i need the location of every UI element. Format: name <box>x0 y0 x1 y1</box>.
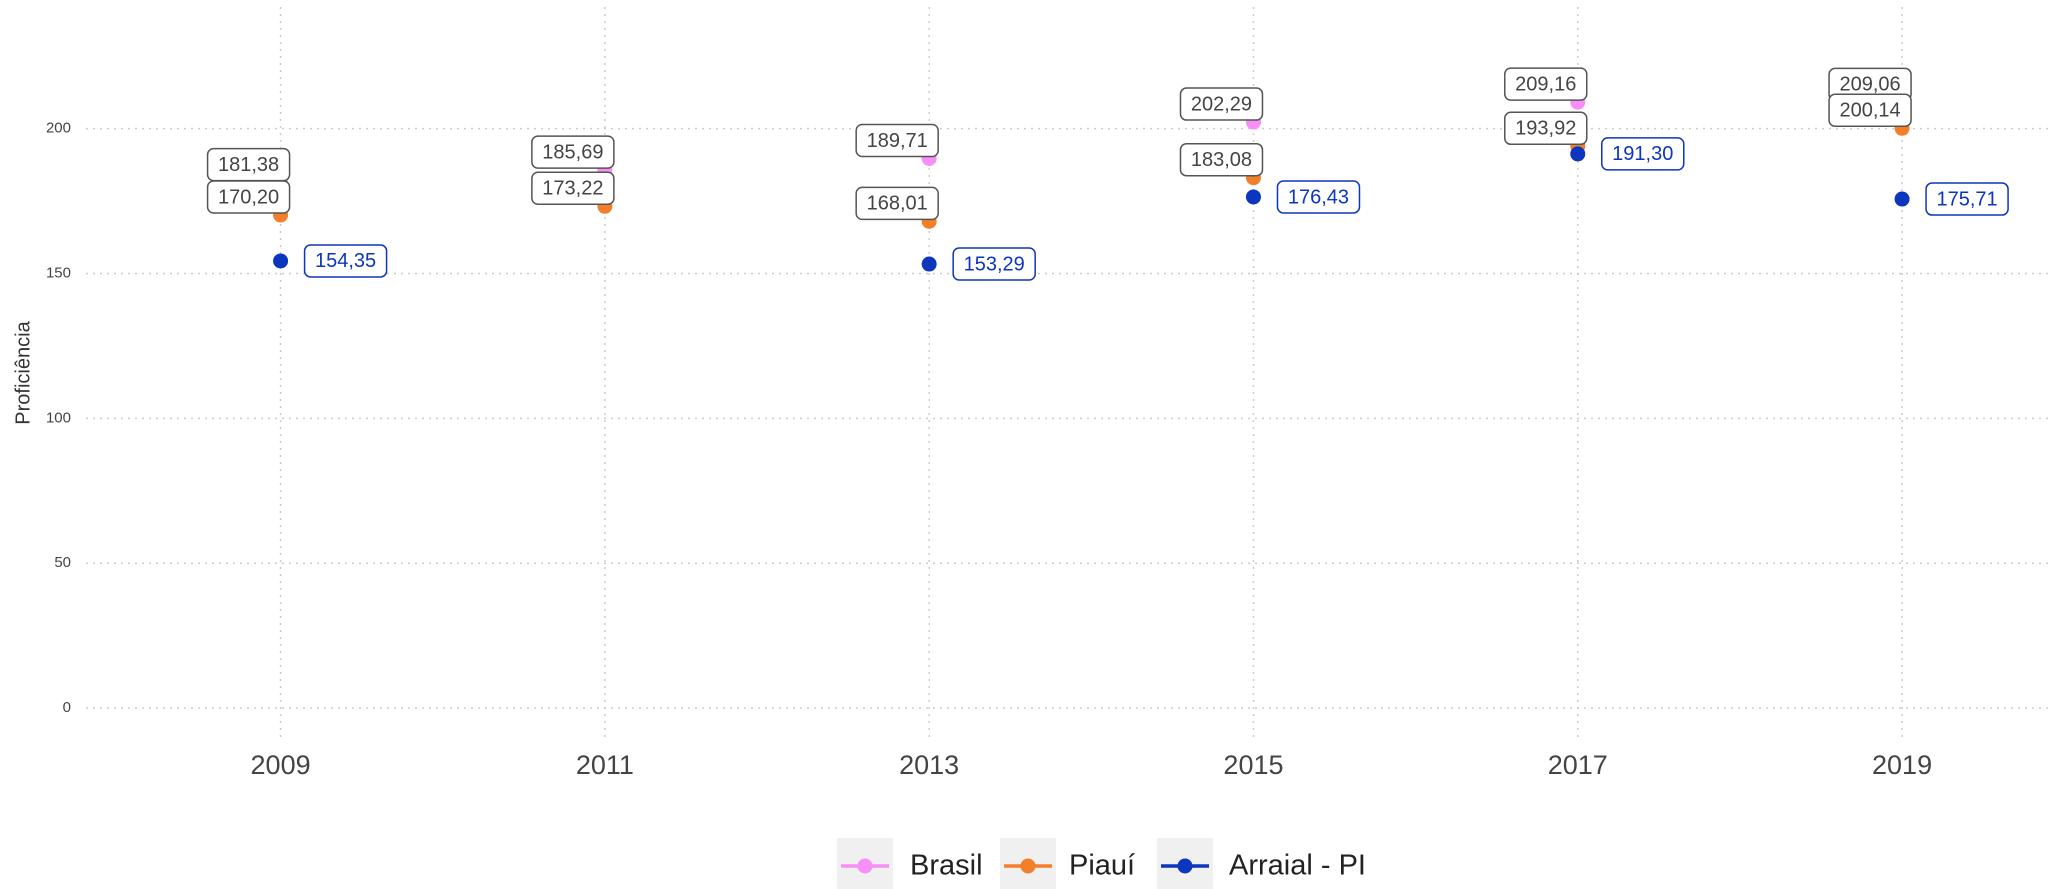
data-label-box <box>1601 137 1685 171</box>
legend-dot <box>1177 858 1193 874</box>
data-point <box>273 253 289 269</box>
data-label-box <box>303 244 388 278</box>
legend-label: Piauí <box>1069 850 1135 882</box>
data-label: 153,29 <box>964 253 1025 275</box>
data-label-box <box>1828 93 1912 128</box>
x-tick-label: 2017 <box>1548 750 1608 780</box>
data-label-box <box>952 247 1036 281</box>
data-label: 202,29 <box>1191 93 1252 115</box>
y-tick-label: 100 <box>46 409 71 426</box>
data-point <box>1894 191 1910 207</box>
data-label: 175,71 <box>1936 188 1997 210</box>
y-tick-label: 200 <box>46 120 71 137</box>
data-label: 209,06 <box>1839 74 1900 96</box>
legend-label: Arraial - PI <box>1229 850 1366 882</box>
data-label: 168,01 <box>867 193 928 215</box>
x-tick-label: 2009 <box>251 750 311 780</box>
x-tick-label: 2015 <box>1223 750 1283 780</box>
data-label: 200,14 <box>1839 100 1900 122</box>
data-label-box <box>531 135 615 169</box>
legend-dot <box>857 858 873 874</box>
data-point <box>1570 146 1586 162</box>
legend-dot <box>1020 858 1036 874</box>
data-label-box <box>855 123 939 158</box>
data-label-box <box>1504 67 1588 101</box>
data-label: 173,22 <box>542 178 603 200</box>
data-label: 193,92 <box>1515 118 1576 140</box>
data-label: 191,30 <box>1612 143 1673 165</box>
data-label-box <box>1504 111 1588 146</box>
data-label: 154,35 <box>315 250 376 272</box>
data-label: 183,08 <box>1191 149 1252 171</box>
data-label-box <box>1925 182 2009 216</box>
data-label: 170,20 <box>218 186 279 208</box>
data-label-box <box>855 186 939 221</box>
data-label-box <box>1179 142 1264 177</box>
data-label: 209,16 <box>1515 73 1576 95</box>
data-label-box <box>1276 180 1361 214</box>
y-tick-label: 50 <box>54 554 71 571</box>
data-label: 185,69 <box>542 141 603 163</box>
x-tick-label: 2013 <box>899 750 959 780</box>
y-tick-label: 150 <box>46 265 71 282</box>
data-label: 189,71 <box>867 130 928 152</box>
data-point <box>1245 189 1261 205</box>
data-label-box <box>206 180 291 214</box>
x-tick-label: 2011 <box>576 750 634 780</box>
data-label-box <box>1179 87 1264 121</box>
data-label: 176,43 <box>1288 186 1349 208</box>
legend-label: Brasil <box>910 850 983 882</box>
data-label-box <box>531 171 615 206</box>
y-axis-label: Proficiência <box>12 320 34 424</box>
data-point <box>921 256 937 272</box>
x-tick-label: 2019 <box>1872 750 1932 780</box>
y-tick-label: 0 <box>63 699 71 716</box>
data-label: 181,38 <box>218 154 279 176</box>
